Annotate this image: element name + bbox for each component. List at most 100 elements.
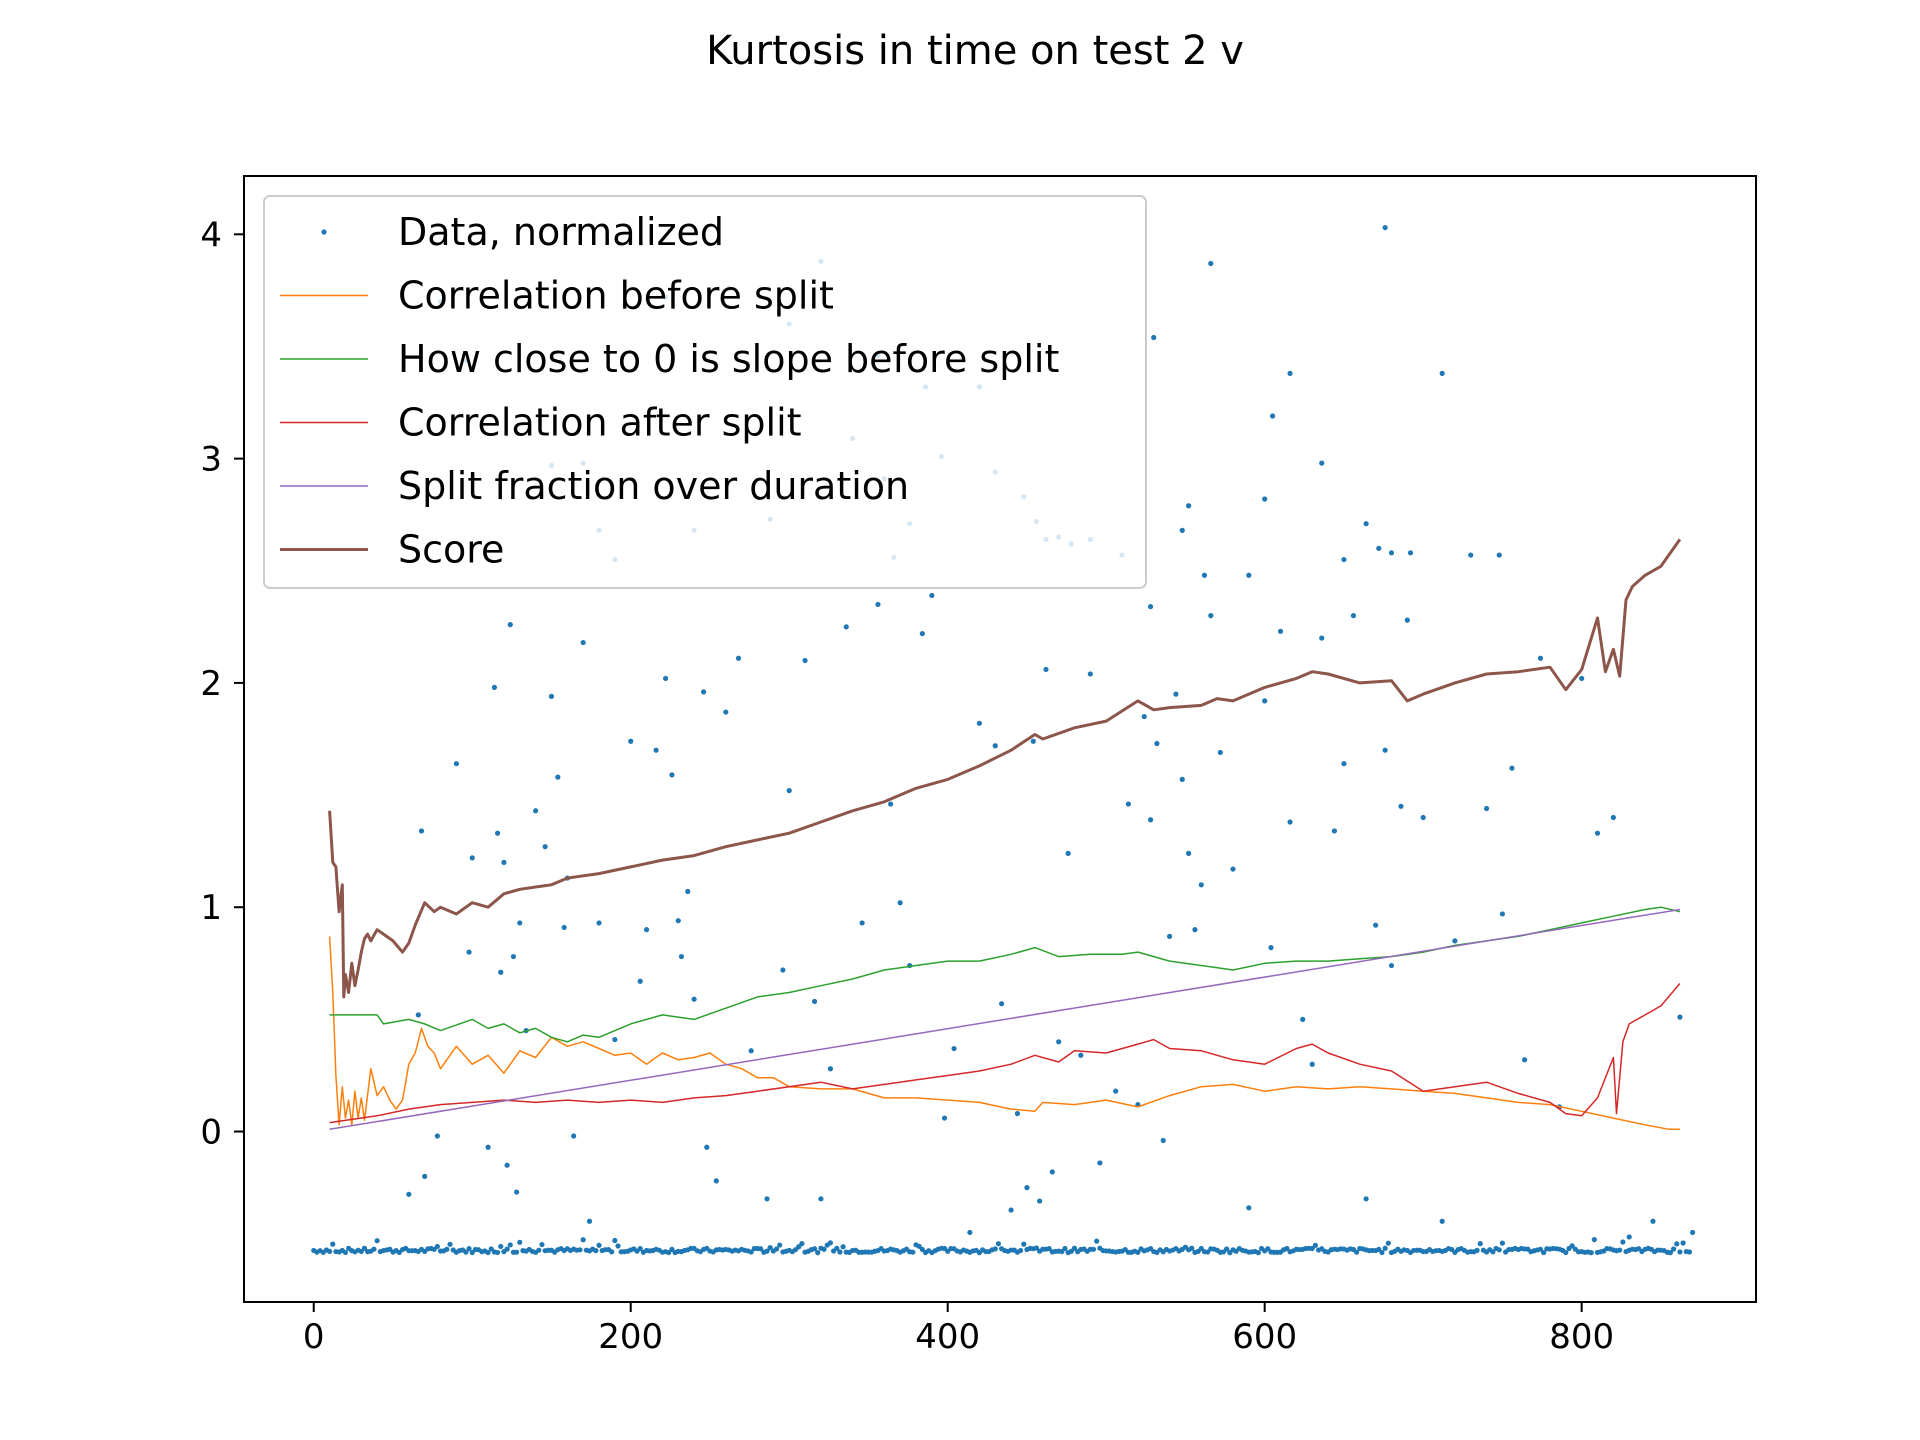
data-point xyxy=(517,920,523,926)
data-point xyxy=(1376,545,1382,551)
data-point xyxy=(555,774,561,780)
data-point xyxy=(1309,1061,1315,1067)
data-point xyxy=(533,808,539,814)
data-point xyxy=(1078,1052,1084,1058)
data-point xyxy=(466,949,472,955)
legend-item: Score xyxy=(280,528,504,572)
data-point xyxy=(1179,527,1185,533)
x-tick-label: 0 xyxy=(303,1317,325,1357)
data-point xyxy=(1287,370,1293,376)
data-point xyxy=(507,1242,513,1248)
data-point xyxy=(637,1246,643,1252)
data-point xyxy=(1537,1246,1544,1252)
data-point xyxy=(827,1066,834,1072)
data-point xyxy=(1569,1243,1575,1249)
data-point xyxy=(504,1162,510,1168)
data-point xyxy=(929,592,935,599)
data-point xyxy=(463,1249,469,1255)
data-point xyxy=(1680,1240,1686,1246)
legend-label: How close to 0 is slope before split xyxy=(398,337,1059,381)
data-point xyxy=(485,1249,491,1256)
data-point xyxy=(827,1240,834,1246)
data-point xyxy=(666,1249,672,1256)
data-point xyxy=(615,1243,621,1249)
data-point xyxy=(1509,765,1515,771)
data-point xyxy=(1262,496,1268,502)
data-point xyxy=(342,1249,349,1256)
data-point xyxy=(1686,1249,1693,1255)
data-point xyxy=(501,859,507,865)
data-point xyxy=(514,1249,520,1255)
data-point xyxy=(1071,1245,1078,1251)
data-point xyxy=(1591,1236,1597,1243)
data-point xyxy=(1319,635,1325,641)
data-point xyxy=(1090,1246,1097,1252)
data-point xyxy=(919,1246,925,1253)
data-point xyxy=(910,1249,916,1255)
data-point xyxy=(1173,691,1179,697)
legend-item: Data, normalized xyxy=(321,210,724,254)
data-point xyxy=(764,1248,770,1254)
data-point xyxy=(1382,1245,1388,1251)
data-point xyxy=(1407,550,1414,556)
data-point xyxy=(998,1001,1005,1007)
data-point xyxy=(1179,776,1185,782)
data-point xyxy=(498,1243,504,1250)
data-point xyxy=(504,1246,510,1252)
data-point xyxy=(777,1242,783,1248)
data-point xyxy=(1363,1196,1369,1202)
data-point xyxy=(444,1246,450,1252)
series-line-correlation-before-split xyxy=(328,936,1680,1131)
axis-ticks: 0 200 400 600 800 0 1 2 3 4 xyxy=(200,215,1614,1357)
y-tick-label: 0 xyxy=(200,1113,222,1153)
data-point xyxy=(1008,1207,1014,1213)
data-point xyxy=(653,747,659,753)
x-tick-label: 800 xyxy=(1549,1317,1614,1357)
data-point xyxy=(1246,572,1252,578)
plot-frame xyxy=(243,175,1757,1303)
data-point xyxy=(662,675,669,682)
data-point xyxy=(758,1246,764,1252)
legend-item: Split fraction over duration xyxy=(280,464,909,508)
data-point xyxy=(539,1241,545,1248)
data-point xyxy=(1477,1241,1483,1247)
data-point xyxy=(1496,552,1502,558)
data-point xyxy=(799,1241,805,1247)
legend-item: Correlation before split xyxy=(280,274,834,318)
legend-label: Data, normalized xyxy=(398,210,724,254)
data-point xyxy=(1439,1218,1445,1224)
data-point xyxy=(1522,1057,1528,1063)
data-point xyxy=(1496,1247,1502,1253)
data-point xyxy=(1094,1238,1100,1244)
legend-label: Correlation after split xyxy=(398,401,802,445)
data-point xyxy=(561,924,567,931)
data-point xyxy=(1667,1250,1674,1256)
data-point xyxy=(1287,819,1293,825)
data-point xyxy=(418,828,425,834)
data-point xyxy=(1268,945,1274,951)
data-point xyxy=(517,1239,523,1245)
chart-title: Kurtosis in time on test 2 v xyxy=(706,28,1244,74)
data-point xyxy=(951,1045,957,1052)
data-point xyxy=(1617,1247,1623,1253)
y-tick-label: 3 xyxy=(200,440,222,480)
data-point xyxy=(1208,260,1214,267)
legend-label: Score xyxy=(398,528,504,572)
data-point xyxy=(447,1241,453,1247)
legend-marker xyxy=(321,229,327,235)
data-point xyxy=(1382,747,1388,753)
data-point xyxy=(992,743,998,749)
data-point xyxy=(1262,698,1268,704)
data-point xyxy=(1379,1249,1385,1256)
legend-box xyxy=(263,195,1147,589)
data-point xyxy=(1043,666,1049,673)
data-point xyxy=(1198,1245,1204,1252)
data-point xyxy=(1341,556,1347,563)
data-point xyxy=(536,1247,542,1253)
data-point xyxy=(1033,1245,1040,1251)
data-point xyxy=(1141,713,1147,720)
data-point xyxy=(586,1218,593,1224)
data-point xyxy=(580,1237,586,1243)
data-point xyxy=(1186,503,1192,509)
data-point xyxy=(1166,933,1173,939)
